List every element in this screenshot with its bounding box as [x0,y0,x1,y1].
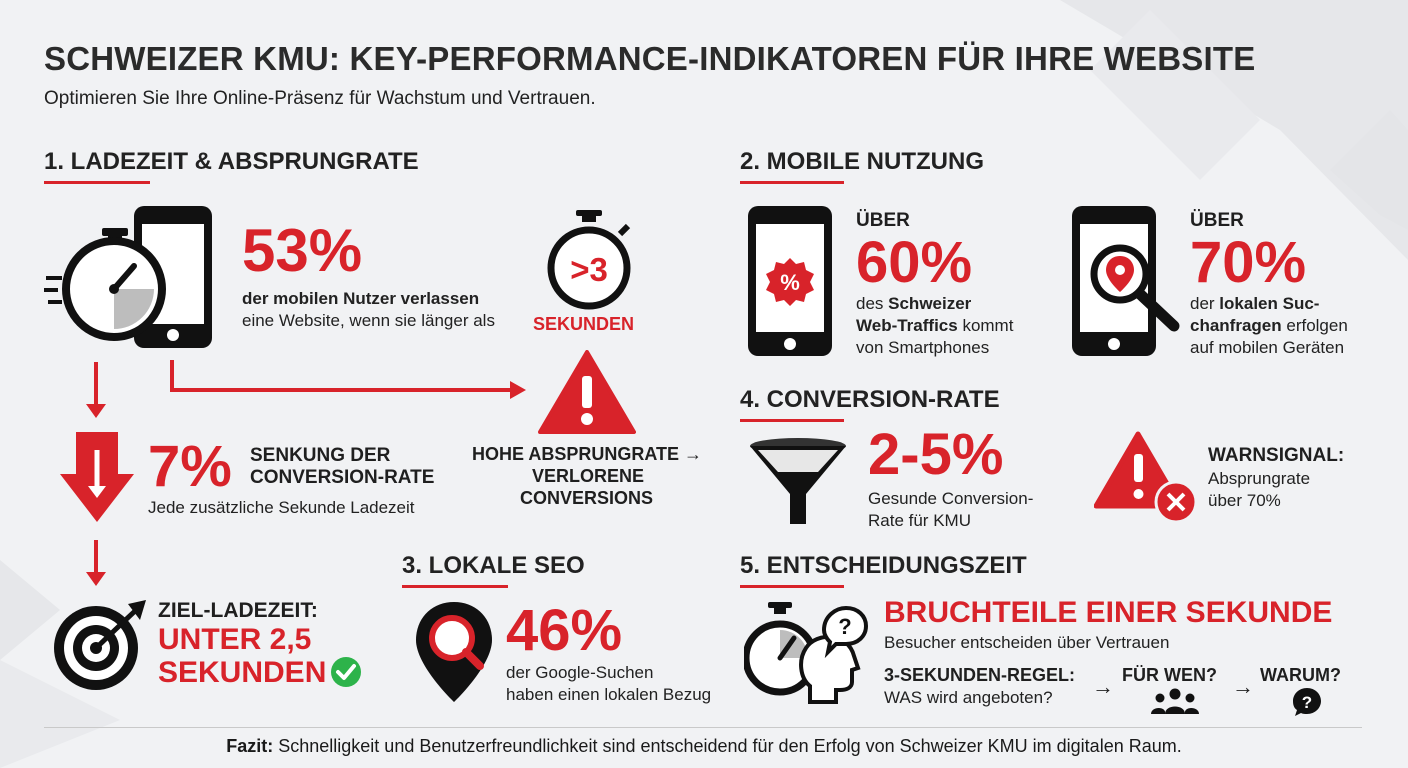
mobile1-prefix: ÜBER [856,210,910,231]
mobile1-line3: von Smartphones [856,338,990,357]
phone-search-location-icon [1072,206,1180,356]
section2-heading: 2. MOBILE NUTZUNG [740,148,984,175]
drop-stat: 7% [148,434,232,499]
mobile1-line2-bold: Web-Traffics [856,316,958,335]
rule-q1: WAS wird angeboten? [884,688,1053,707]
mobile2-stat: 70% [1190,230,1307,295]
section5-heading: 5. ENTSCHEIDUNGSZEIT [740,552,1027,579]
mobile2-line2-bold: chanfragen [1190,316,1282,335]
mobile2-line2-rest: erfolgen [1281,316,1348,335]
section1-desc-bold: der mobilen Nutzer verlassen [242,289,480,308]
footer-bold: Fazit: [226,736,274,756]
section4-heading: 4. CONVERSION-RATE [740,386,1000,413]
mobile1-line2-rest: kommt [957,316,1014,335]
rule-label: 3-SEKUNDEN-REGEL: [884,665,1076,685]
target-label: ZIEL-LADEZEIT: [158,599,318,622]
section2-underline [740,181,844,184]
warning-line1: HOHE ABSPRUNGRATE → [472,444,703,464]
check-icon [331,657,361,687]
footer-divider [44,727,1362,728]
stopwatch-head-question-icon: ? [744,602,868,704]
section1-desc-line2: eine Website, wenn sie länger als [242,311,495,330]
warning-triangle-icon [538,350,636,434]
warning-error-icon [1094,431,1198,524]
warning-line3: CONVERSIONS [520,488,654,508]
warn-line2: über 70% [1208,491,1281,510]
rule-q3: WARUM? [1260,665,1341,685]
seo-line1: der Google-Suchen [506,663,654,682]
question-mark-small: ? [1302,693,1312,712]
question-mark-bubble: ? [838,614,851,639]
flow-arrows [86,360,526,586]
target-icon [54,600,146,690]
conversion-line2: Rate für KMU [868,511,971,530]
drop-title-line2: CONVERSION-RATE [250,467,435,488]
drop-desc: Jede zusätzliche Sekunde Ladezeit [148,498,415,517]
section3-underline [402,585,508,588]
mobile1-line1-bold: Schweizer [888,294,972,313]
seconds-label: SEKUNDEN [533,314,635,334]
rule-q2: FÜR WEN? [1122,665,1217,685]
decision-headline: BRUCHTEILE EINER SEKUNDE [884,596,1333,629]
mobile1-stat: 60% [856,230,973,295]
section4-underline [740,419,844,422]
mobile2-line1-bold: lokalen Suc- [1219,294,1320,313]
decision-sub: Besucher entscheiden über Vertrauen [884,633,1170,652]
page-title: SCHWEIZER KMU: KEY-PERFORMANCE-INDIKATOR… [44,40,1256,77]
mobile2-line3: auf mobilen Geräten [1190,338,1345,357]
timer-label: >3 [570,251,608,288]
stopwatch-phone-icon [44,206,212,348]
phone-percent-icon: % [748,206,832,356]
funnel-icon [750,438,846,524]
page-subtitle: Optimieren Sie Ihre Online-Präsenz für W… [44,88,596,109]
down-arrow-icon [60,432,134,522]
section1-heading: 1. LADEZEIT & ABSPRUNGRATE [44,148,419,175]
section3-heading: 3. LOKALE SEO [402,552,585,579]
seo-line2: haben einen lokalen Bezug [506,685,712,704]
percent-badge: % [780,270,800,295]
target-value-line1: UNTER 2,5 [158,623,312,656]
section1-stat: 53% [242,217,363,284]
timer-icon: >3 [547,210,631,310]
mobile2-line1-pre: der [1190,294,1220,313]
conversion-line1: Gesunde Conversion- [868,489,1034,508]
conversion-stat: 2-5% [868,422,1004,487]
section5-underline [740,585,844,588]
warn-title: WARNSIGNAL: [1208,445,1345,466]
target-value-line2: SEKUNDEN [158,656,327,689]
rule-arrow-1: → [1092,674,1114,699]
footer-text: Schnelligkeit und Benutzerfreundlichkeit… [273,736,1182,756]
mobile1-line1-pre: des [856,294,889,313]
drop-title-line1: SENKUNG DER [250,445,391,466]
warn-line1: Absprungrate [1208,469,1311,488]
section1-underline [44,181,150,184]
footer: Fazit: Schnelligkeit und Benutzerfreundl… [0,736,1408,757]
question-bubble-icon: ? [1293,688,1321,716]
mobile2-prefix: ÜBER [1190,210,1244,231]
location-pin-search-icon [416,602,492,702]
people-group-icon [1151,688,1199,714]
warning-line2: VERLORENE [532,466,645,486]
rule-arrow-2: → [1232,674,1254,699]
seo-stat: 46% [506,598,623,663]
